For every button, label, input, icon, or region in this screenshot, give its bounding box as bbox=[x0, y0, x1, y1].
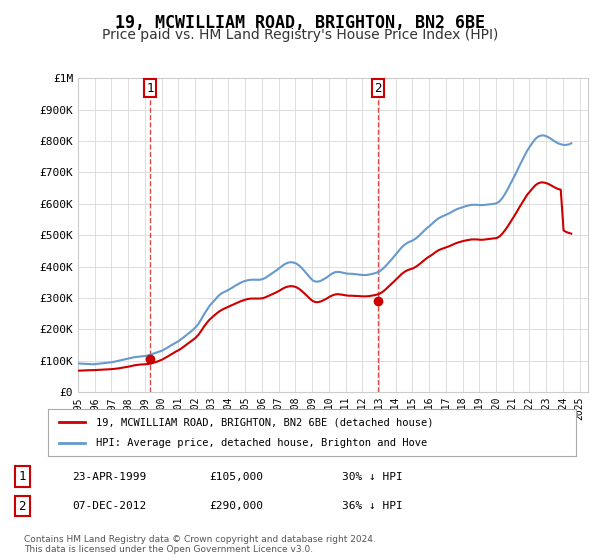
Text: 1: 1 bbox=[146, 82, 154, 95]
Text: 2: 2 bbox=[19, 500, 26, 512]
Text: 2: 2 bbox=[374, 82, 382, 95]
Text: 23-APR-1999: 23-APR-1999 bbox=[72, 472, 146, 482]
Text: £290,000: £290,000 bbox=[210, 501, 264, 511]
Text: 30% ↓ HPI: 30% ↓ HPI bbox=[342, 472, 403, 482]
Text: 36% ↓ HPI: 36% ↓ HPI bbox=[342, 501, 403, 511]
Text: 1: 1 bbox=[19, 470, 26, 483]
Text: 19, MCWILLIAM ROAD, BRIGHTON, BN2 6BE: 19, MCWILLIAM ROAD, BRIGHTON, BN2 6BE bbox=[115, 14, 485, 32]
Text: HPI: Average price, detached house, Brighton and Hove: HPI: Average price, detached house, Brig… bbox=[95, 438, 427, 448]
Text: £105,000: £105,000 bbox=[210, 472, 264, 482]
Text: 07-DEC-2012: 07-DEC-2012 bbox=[72, 501, 146, 511]
Text: 19, MCWILLIAM ROAD, BRIGHTON, BN2 6BE (detached house): 19, MCWILLIAM ROAD, BRIGHTON, BN2 6BE (d… bbox=[95, 417, 433, 427]
Text: Contains HM Land Registry data © Crown copyright and database right 2024.
This d: Contains HM Land Registry data © Crown c… bbox=[24, 535, 376, 554]
Text: Price paid vs. HM Land Registry's House Price Index (HPI): Price paid vs. HM Land Registry's House … bbox=[102, 28, 498, 42]
